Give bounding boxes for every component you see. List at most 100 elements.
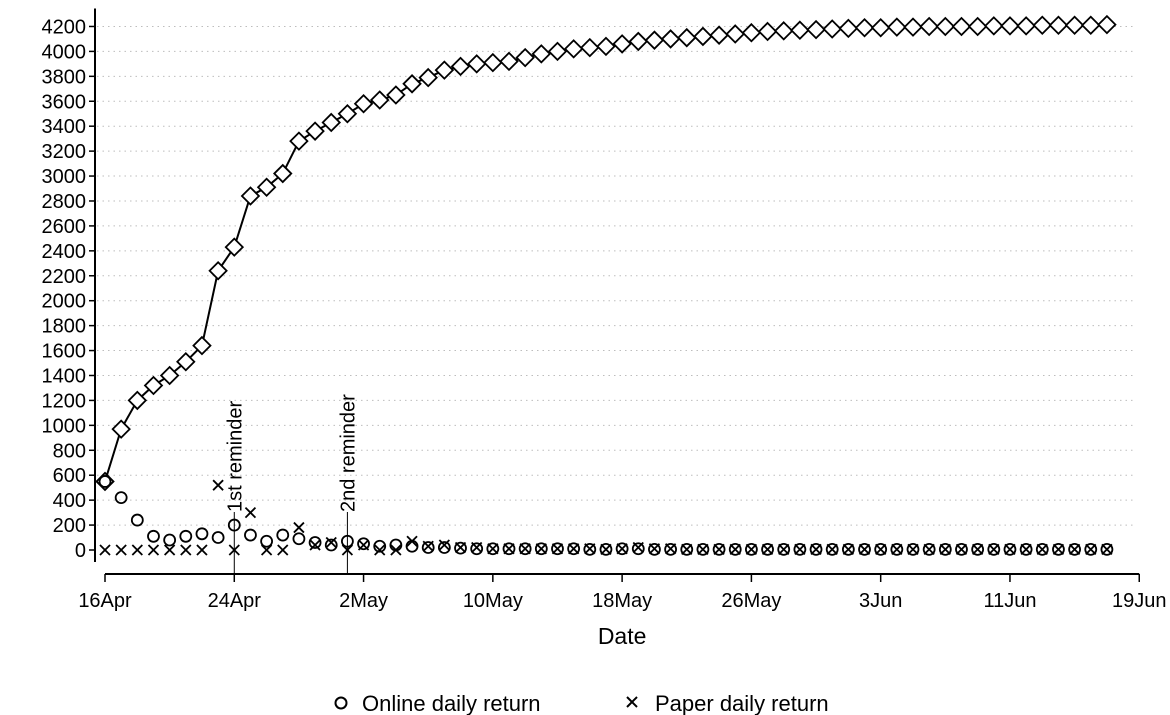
data-point-diamond <box>1000 16 1020 36</box>
data-point-x <box>600 543 612 556</box>
data-point-circle <box>163 533 177 547</box>
data-point-diamond <box>563 39 584 59</box>
data-point-circle <box>130 513 144 527</box>
x-stroke <box>374 544 386 556</box>
data-point-diamond <box>903 17 923 37</box>
x-stroke <box>681 543 693 556</box>
data-point-diamond <box>644 30 665 50</box>
x-stroke <box>357 539 370 551</box>
data-point-circle <box>664 542 677 556</box>
data-point-diamond <box>515 47 535 68</box>
x-stroke <box>390 544 402 556</box>
x-stroke <box>1101 543 1113 556</box>
data-point-circle <box>260 534 274 548</box>
data-point-x <box>147 544 160 556</box>
data-point-x <box>454 541 467 554</box>
data-point-circle <box>1052 542 1065 556</box>
data-point-circle <box>858 542 871 556</box>
data-point-circle <box>421 541 435 554</box>
data-point-x <box>115 544 127 556</box>
data-point-diamond <box>919 16 939 37</box>
x-stroke <box>778 543 790 556</box>
y-tick-label: 1600 <box>42 341 87 363</box>
data-point-x <box>972 543 984 556</box>
data-point-circle <box>292 532 306 546</box>
data-point-x <box>212 479 224 491</box>
data-point-x <box>1068 543 1081 556</box>
data-point-diamond <box>547 41 568 62</box>
x-stroke <box>406 535 418 547</box>
data-point-circle <box>841 542 855 556</box>
data-point-x <box>438 539 450 551</box>
data-point-x <box>1052 543 1065 556</box>
y-tick-label: 2000 <box>42 291 87 313</box>
data-point-x <box>1036 543 1048 556</box>
data-point-diamond <box>353 93 374 114</box>
data-point-diamond <box>612 34 632 54</box>
x-stroke <box>131 544 143 556</box>
x-stroke <box>1036 543 1048 556</box>
data-point-x <box>616 543 628 555</box>
x-tick-label: 19Jun <box>1112 590 1167 612</box>
data-point-x <box>729 543 741 556</box>
x-stroke <box>632 541 644 554</box>
data-point-circle <box>825 542 839 556</box>
data-point-diamond <box>208 261 228 281</box>
x-stroke <box>972 543 984 556</box>
series-0 <box>95 14 1117 492</box>
data-point-circle <box>308 536 322 549</box>
x-stroke <box>341 544 354 556</box>
data-point-diamond <box>450 56 471 77</box>
data-point-diamond <box>337 103 358 124</box>
data-point-circle <box>696 542 710 556</box>
data-point-circle <box>1003 542 1017 556</box>
data-point-diamond <box>822 19 842 39</box>
data-point-diamond <box>321 112 342 133</box>
data-point-circle <box>971 542 985 556</box>
data-point-x <box>810 543 822 556</box>
data-point-x <box>1085 543 1097 556</box>
data-point-diamond <box>887 17 907 37</box>
x-stroke <box>228 544 240 556</box>
data-point-circle <box>1084 542 1098 556</box>
data-point-circle <box>745 542 758 556</box>
x-stroke <box>907 543 919 556</box>
data-point-x <box>228 544 240 556</box>
data-point-diamond <box>1080 15 1101 35</box>
data-point-circle <box>615 542 629 556</box>
data-point-circle <box>809 542 823 556</box>
data-point-x <box>907 543 919 556</box>
x-stroke <box>1068 543 1081 556</box>
data-point-circle <box>648 542 661 556</box>
y-tick-label: 1000 <box>42 415 87 437</box>
data-point-x <box>648 543 661 555</box>
x-stroke <box>244 506 257 519</box>
data-point-circle <box>373 539 387 553</box>
data-point-x <box>923 543 935 556</box>
data-point-circle <box>583 542 597 556</box>
x-stroke <box>164 544 176 556</box>
y-tick-label: 400 <box>53 490 86 512</box>
x-tick-label: 24Apr <box>208 590 262 612</box>
data-point-x <box>325 536 337 549</box>
data-point-circle <box>227 518 241 532</box>
data-point-x <box>842 543 854 556</box>
x-stroke <box>810 543 822 556</box>
data-point-diamond <box>176 352 196 372</box>
x-stroke <box>422 540 434 552</box>
y-tick-label: 4000 <box>42 41 87 63</box>
data-point-diamond <box>159 365 180 386</box>
data-point-x <box>988 543 1000 556</box>
data-point-diamond <box>305 121 325 141</box>
x-stroke <box>794 543 806 556</box>
gridlines <box>97 25 1133 526</box>
x-stroke <box>745 543 758 556</box>
data-point-diamond <box>725 24 746 44</box>
data-point-circle <box>631 542 645 556</box>
x-stroke <box>471 541 483 554</box>
data-point-circle <box>179 529 193 543</box>
data-point-diamond <box>1048 15 1069 35</box>
data-point-circle <box>534 542 548 556</box>
data-point-x <box>568 543 580 555</box>
